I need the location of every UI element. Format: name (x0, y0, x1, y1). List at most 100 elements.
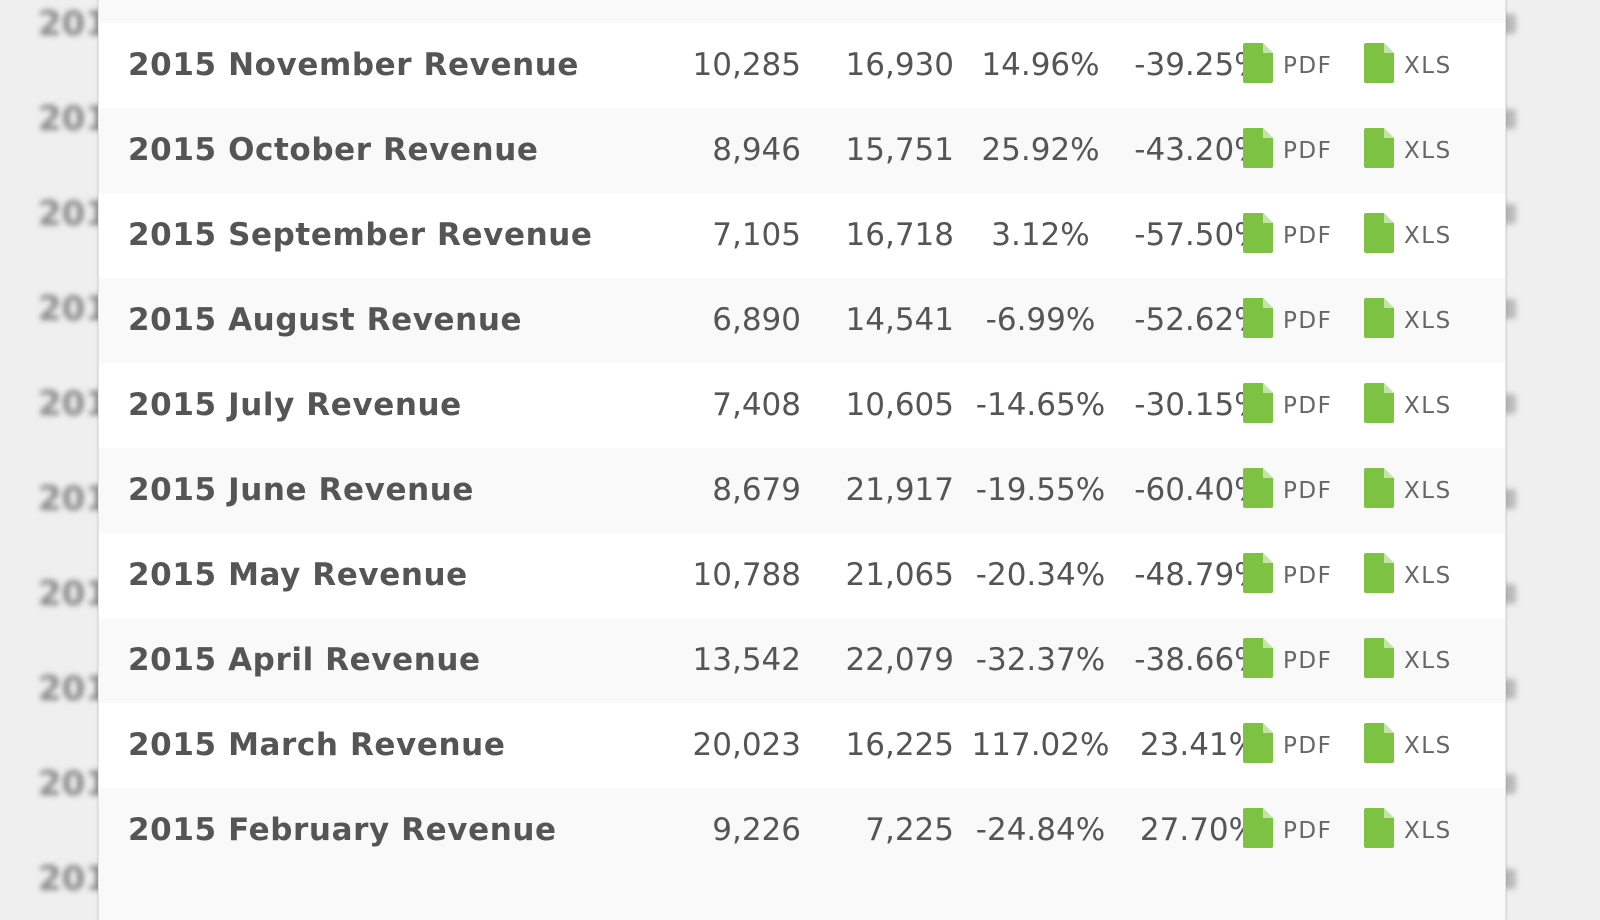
download-pdf-link[interactable]: PDF (1243, 788, 1332, 873)
previous-year-revenue-value: 21,065 (845, 557, 954, 593)
background-year-label: 201 (38, 764, 109, 804)
xls-label: XLS (1404, 817, 1452, 844)
pdf-file-icon (1243, 807, 1273, 848)
month-over-month-change: 25.92% (981, 132, 1100, 168)
month-over-month-change: -18.54% (967, 0, 1114, 23)
background-year-label: 201 (38, 669, 109, 709)
xls-file-icon (1364, 637, 1394, 678)
xls-label: XLS (1404, 732, 1452, 759)
background-year-label: 201 (38, 4, 109, 44)
pdf-file-icon (1243, 722, 1273, 763)
month-over-month-change: 117.02% (971, 727, 1110, 763)
year-over-year-change: -48.79% (1134, 557, 1264, 593)
download-xls-link[interactable]: XLS (1364, 788, 1452, 873)
year-over-year-change: -43.20% (1134, 132, 1264, 168)
month-over-month-change: -14.65% (975, 387, 1106, 423)
download-xls-link[interactable]: XLS (1364, 618, 1452, 703)
current-revenue-value: 20,023 (692, 727, 801, 763)
month-over-month-change: 14.96% (981, 47, 1100, 83)
current-revenue-value: 9,317 (659, 0, 801, 23)
pdf-label: PDF (1283, 52, 1333, 79)
pdf-file-icon (1243, 467, 1273, 508)
download-pdf-link[interactable]: PDF (1243, 0, 1332, 23)
table-row: 2015 July Revenue 7,408 10,605 -14.65% -30.1… (99, 363, 1505, 448)
month-over-month-change: -20.34% (975, 557, 1106, 593)
year-over-year-change: -30.15% (1134, 387, 1264, 423)
pdf-file-icon (1243, 637, 1273, 678)
table-row: 2015 May Revenue 10,788 21,065 -20.34% -48.7… (99, 533, 1505, 618)
pdf-file-icon (1243, 127, 1273, 168)
download-pdf-link[interactable]: PDF (1243, 23, 1332, 108)
previous-year-revenue-value: 14,541 (845, 302, 954, 338)
download-pdf-link[interactable]: PDF (1243, 533, 1332, 618)
download-xls-link[interactable]: XLS (1364, 23, 1452, 108)
xls-file-icon (1364, 297, 1394, 338)
previous-year-revenue-value: 22,079 (845, 642, 954, 678)
background-year-label: 201 (38, 574, 109, 614)
year-over-year-change: -38.66% (1134, 642, 1264, 678)
xls-label: XLS (1404, 307, 1452, 334)
download-xls-link[interactable]: XLS (1364, 0, 1452, 23)
pdf-file-icon (1243, 212, 1273, 253)
download-pdf-link[interactable]: PDF (1243, 193, 1332, 278)
pdf-label: PDF (1283, 307, 1333, 334)
table-row (99, 873, 1505, 920)
pdf-label: PDF (1283, 647, 1333, 674)
current-revenue-value: 6,890 (712, 302, 801, 338)
download-xls-link[interactable]: XLS (1364, 448, 1452, 533)
pdf-label: PDF (1283, 477, 1333, 504)
table-row: 2015 October Revenue 8,946 15,751 25.92% -43… (99, 108, 1505, 193)
pdf-label: PDF (1283, 137, 1333, 164)
year-over-year-change: -39.25% (1134, 47, 1264, 83)
download-xls-link[interactable]: XLS (1364, 533, 1452, 618)
pdf-file-icon (1243, 552, 1273, 593)
month-over-month-change: 3.12% (991, 217, 1090, 253)
xls-label: XLS (1404, 52, 1452, 79)
previous-year-revenue-value: 10,605 (845, 387, 954, 423)
year-over-year-change: -57.50% (1134, 217, 1264, 253)
report-title: 2015 October Revenue (128, 132, 539, 168)
download-xls-link[interactable]: XLS (1364, 278, 1452, 363)
report-title: 2015 May Revenue (128, 557, 468, 593)
year-over-year-change: 27.70% (1139, 812, 1259, 848)
report-title: 2015 December Revenue (128, 0, 577, 23)
pdf-file-icon (1243, 42, 1273, 83)
download-pdf-link[interactable]: PDF (1243, 108, 1332, 193)
background-year-labels: 201 201 201 201 201 201 201 201 201 201 (38, 0, 109, 900)
pdf-file-icon (1243, 382, 1273, 423)
previous-year-revenue-value: 21,917 (845, 472, 954, 508)
xls-file-icon (1364, 722, 1394, 763)
pdf-label: PDF (1283, 562, 1333, 589)
xls-label: XLS (1404, 137, 1452, 164)
download-pdf-link[interactable]: PDF (1243, 448, 1332, 533)
download-xls-link[interactable]: XLS (1364, 193, 1452, 278)
previous-year-revenue-value: 16,718 (845, 217, 954, 253)
pdf-label: PDF (1283, 817, 1333, 844)
background-year-label: 201 (38, 194, 109, 234)
download-pdf-link[interactable]: PDF (1243, 363, 1332, 448)
report-title: 2015 August Revenue (128, 302, 523, 338)
download-pdf-link[interactable]: PDF (1243, 618, 1332, 703)
report-title: 2015 March Revenue (128, 727, 506, 763)
xls-label: XLS (1404, 647, 1452, 674)
table-row: 2015 December Revenue9,31718,135-18.54%-… (99, 0, 1505, 23)
download-pdf-link[interactable]: PDF (1243, 278, 1332, 363)
download-pdf-link[interactable]: PDF (1243, 703, 1332, 788)
xls-file-icon (1364, 467, 1394, 508)
download-xls-link[interactable]: XLS (1364, 363, 1452, 448)
table-row: 2015 June Revenue 8,679 21,917 -19.55% -60.4… (99, 448, 1505, 533)
xls-file-icon (1364, 382, 1394, 423)
download-xls-link[interactable]: XLS (1364, 703, 1452, 788)
revenue-report-card: 2015 December Revenue 9,317 18,135 -18.54% -… (98, 0, 1506, 920)
month-over-month-change: -24.84% (975, 812, 1106, 848)
previous-year-revenue-value: 16,225 (845, 727, 954, 763)
download-xls-link[interactable]: XLS (1364, 108, 1452, 193)
background-year-label: 201 (38, 99, 109, 139)
pdf-file-icon (1243, 297, 1273, 338)
background-year-label: 201 (38, 479, 109, 519)
pdf-label: PDF (1283, 732, 1333, 759)
report-title: 2015 April Revenue (128, 642, 481, 678)
year-over-year-change: 23.41% (1139, 727, 1259, 763)
report-title: 2015 September Revenue (128, 217, 593, 253)
background-year-label: 201 (38, 289, 109, 329)
